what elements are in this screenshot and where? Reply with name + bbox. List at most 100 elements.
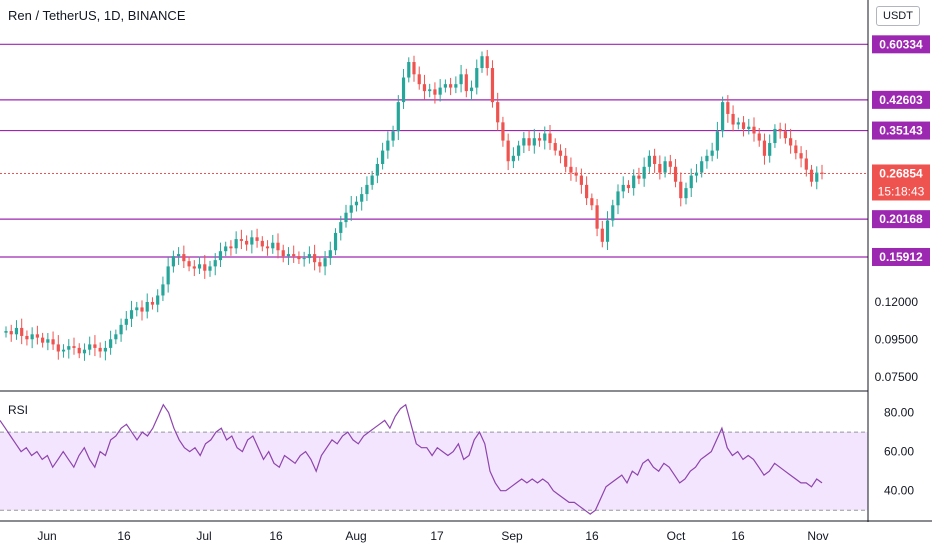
candle-body [187, 261, 191, 267]
rsi-plot [0, 403, 868, 515]
candle-body [527, 138, 531, 146]
candle-body [443, 84, 447, 88]
candle-body [4, 331, 8, 333]
candle-body [281, 250, 285, 257]
x-tick-label: Aug [345, 529, 366, 543]
candle-body [522, 138, 526, 146]
candle-body [663, 161, 667, 173]
candle-body [438, 87, 442, 95]
rsi-line [0, 403, 823, 515]
current-price-tag [872, 164, 930, 201]
candle-body [381, 150, 385, 164]
candle-body [333, 232, 338, 251]
candle-body [579, 175, 583, 185]
candle-body [736, 122, 740, 125]
candle-body [710, 150, 714, 156]
candle-body [124, 318, 128, 325]
price-tags: 0.60334 0.42603 0.35143 0.20168 0.15912 0.268… [872, 35, 930, 266]
level-tag-label: 0.15912 [879, 250, 923, 264]
candle-body [422, 84, 427, 92]
candle-body [114, 334, 118, 340]
candle-body [616, 191, 620, 206]
x-tick-label: 16 [731, 529, 745, 543]
countdown-label: 15:18:43 [878, 184, 925, 198]
x-tick-label: Nov [807, 529, 828, 543]
candle-body [349, 205, 353, 213]
candle-body [778, 128, 782, 132]
candle-body [35, 334, 39, 338]
candle-body [412, 62, 416, 75]
candle-body [511, 155, 515, 162]
x-tick-label: 17 [430, 529, 444, 543]
candle-body [726, 102, 730, 114]
candle-body [642, 166, 646, 179]
candle-body [459, 74, 463, 85]
candle-body [93, 344, 97, 348]
candle-body [417, 74, 421, 85]
rsi-tick-label: 80.00 [884, 406, 914, 420]
level-tag [872, 121, 930, 140]
candle-body [328, 250, 332, 259]
candle-body [218, 251, 223, 261]
candle-body [182, 254, 186, 262]
candle-body [433, 89, 437, 95]
candle-body [344, 212, 348, 223]
candle-body [537, 138, 542, 141]
candle-body [197, 264, 202, 269]
candle-body [741, 122, 746, 129]
candle-body [192, 266, 196, 269]
candle-body [313, 254, 317, 263]
level-tag [872, 90, 930, 109]
candle-body [46, 339, 50, 343]
candle-body [360, 194, 364, 202]
candle-body [354, 201, 359, 206]
currency-button[interactable]: USDT [876, 6, 920, 26]
candle-body [224, 246, 228, 252]
candle-body [553, 143, 557, 151]
candle-body [752, 126, 756, 134]
candle-body [731, 113, 735, 125]
candle-body [103, 347, 107, 352]
candle-body [684, 188, 688, 199]
x-tick-label: 16 [117, 529, 131, 543]
candle-body [789, 138, 793, 146]
candle-body [637, 175, 641, 179]
chart-title: Ren / TetherUS, 1D, BINANCE [8, 8, 186, 23]
y-tick-label: 0.12000 [875, 295, 919, 309]
rsi-label: RSI [8, 403, 29, 417]
level-tag [872, 35, 930, 54]
candle-body [391, 131, 395, 141]
x-tick-label: Oct [667, 529, 686, 543]
x-tick-label: Jun [37, 529, 56, 543]
candle-body [260, 240, 264, 247]
candle-body [705, 155, 709, 162]
horizontal-levels[interactable] [0, 43, 868, 258]
candle-body [794, 145, 798, 154]
candle-body [297, 256, 301, 260]
candle-body [548, 133, 552, 144]
candles [4, 49, 824, 361]
y-tick-label: 0.09500 [875, 332, 919, 346]
candle-body [574, 172, 578, 176]
level-tag-label: 0.60334 [879, 37, 923, 51]
candle-body [532, 138, 536, 146]
candle-body [721, 102, 725, 132]
candle-body [715, 131, 719, 151]
candle-body [72, 346, 76, 348]
candle-body [323, 258, 327, 267]
candle-body [208, 266, 212, 271]
candle-body [543, 133, 547, 141]
candle-body [150, 302, 155, 305]
candle-body [370, 175, 374, 185]
candle-body [621, 184, 625, 192]
candle-body [490, 68, 495, 103]
candle-body [41, 337, 45, 343]
candle-body [464, 74, 468, 92]
candle-body [747, 126, 751, 129]
candle-body [689, 175, 693, 189]
candle-body [401, 77, 406, 103]
candle-body [56, 344, 60, 352]
candle-body [67, 346, 71, 350]
candle-body [109, 339, 113, 348]
